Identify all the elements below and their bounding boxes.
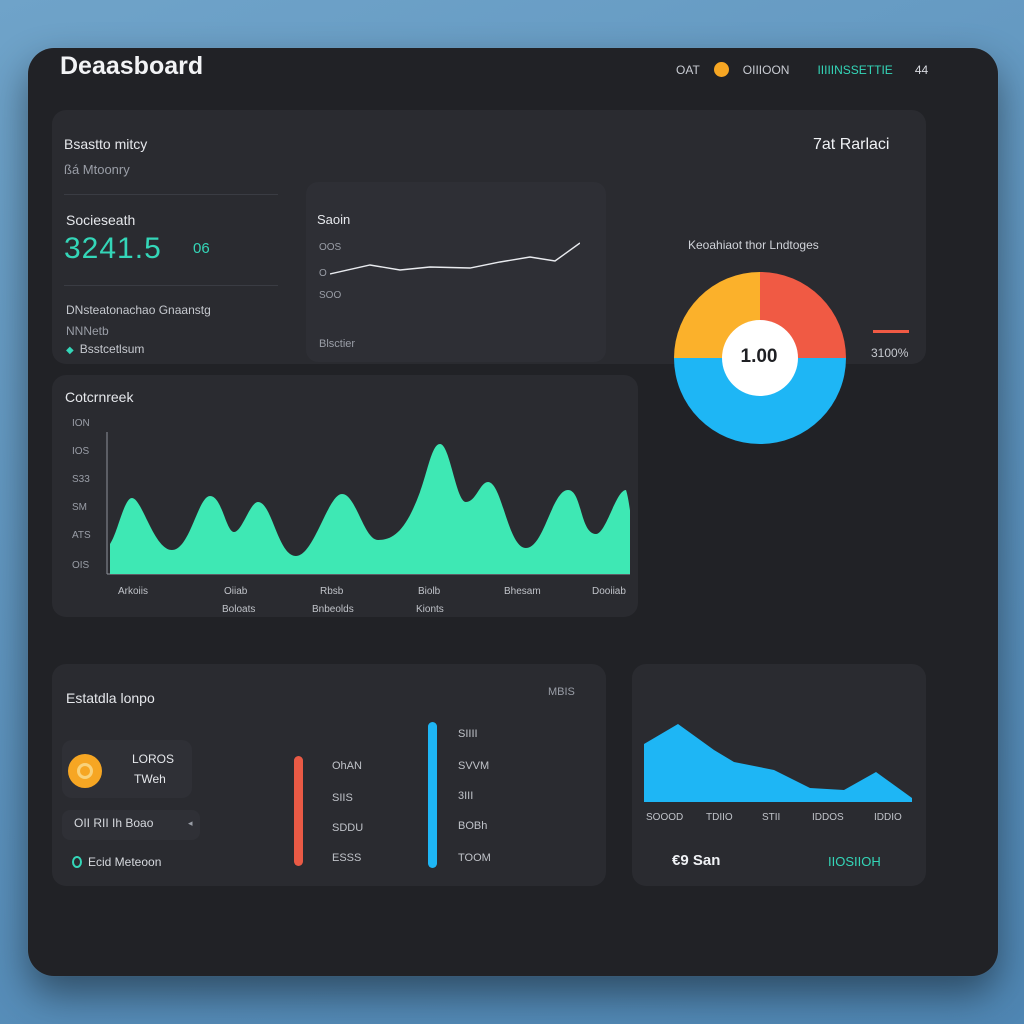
right-panel-heading: 7at Rarlaci (813, 136, 890, 153)
red-bar (294, 756, 303, 866)
right-label-1: SIIII (458, 728, 478, 740)
area-y-label-3: S33 (72, 474, 90, 485)
area-x-label-3: Rbsb (320, 586, 344, 597)
bottom-right-footer-right[interactable]: IIOSIIOH (828, 854, 881, 869)
right-label-4: BOBh (458, 820, 488, 832)
info-row-label: OII RII Ih Boao (74, 816, 154, 830)
pie-title: Keoahiaot thor Lndtoges (688, 238, 819, 252)
mid-label-1: OhAN (332, 760, 362, 772)
coin-icon (68, 754, 102, 788)
line-y-label-2: O (319, 268, 327, 279)
blue-x-label-4: IDDOS (812, 812, 844, 823)
bottom-left-title: Estatdla lonpo (66, 690, 155, 706)
blue-x-label-5: IDDIO (874, 812, 902, 823)
metric-value: 3241.5 (64, 232, 162, 265)
legend-value: 3100% (871, 346, 909, 360)
blue-bar (428, 722, 437, 868)
coin-line-2: TWeh (134, 772, 166, 786)
nav-item-1[interactable]: OAT (676, 62, 700, 77)
area-y-label-1: ION (72, 418, 90, 429)
area-chart-title: Cotcrnreek (65, 389, 134, 405)
area-series (110, 444, 630, 574)
divider (64, 285, 278, 286)
status-dot-icon (72, 856, 82, 868)
line-chart-svg (330, 242, 580, 275)
bottom-left-badge[interactable]: MBIS (548, 686, 575, 698)
area-x-sublabel-3: Kionts (416, 604, 444, 615)
area-x-label-1: Arkoiis (118, 586, 149, 597)
summary-footer-1: DNsteatonachao Gnaanstg (66, 303, 211, 317)
diamond-icon: ◆ (66, 345, 74, 356)
area-chart-svg (106, 432, 630, 575)
legend-swatch-red (873, 330, 909, 333)
blue-x-label-1: SOOOD (646, 812, 684, 823)
summary-footer-3-text: Bsstcetlsum (79, 342, 145, 356)
pie-center-value: 1.00 (740, 346, 778, 367)
top-nav: OAT OIIIOON IIIIINSSETTIE 44 (676, 62, 928, 77)
metric-label: Socieseath (66, 212, 136, 228)
page-title: Deaasboard (60, 52, 204, 80)
pie-chart (674, 272, 846, 444)
bottom-right-footer-left: €9 San (672, 852, 721, 869)
blue-x-label-3: STII (762, 812, 781, 823)
area-x-sublabel-2: Bnbeolds (312, 604, 354, 615)
summary-subheading: ßá Mtoonry (64, 162, 130, 177)
nav-item-2[interactable]: OIIIOON (742, 62, 790, 77)
summary-heading: Bsastto mitcy (64, 136, 148, 152)
area-y-label-5: ATS (72, 530, 91, 541)
nav-item-3[interactable]: IIIIINSSETTIE (817, 62, 893, 77)
summary-footer-2: NNNetb (66, 324, 109, 338)
user-dot-icon[interactable] (713, 62, 729, 77)
chevron-right-icon[interactable]: ◂ (188, 818, 193, 828)
blue-area-svg (644, 724, 912, 802)
divider (64, 194, 278, 195)
summary-footer-3: ◆ Bsstcetlsum (66, 342, 144, 356)
right-label-2: SVVM (458, 760, 490, 772)
right-label-5: TOOM (458, 852, 491, 864)
coin-line-1: LOROS (132, 752, 175, 766)
line-chart-title: Saoin (317, 212, 351, 227)
right-label-3: 3III (458, 790, 474, 802)
status-label: Ecid Meteoon (88, 855, 162, 869)
blue-x-label-2: TDIIO (706, 812, 733, 823)
line-chart-footer: Blsctier (319, 338, 356, 350)
mid-label-3: SDDU (332, 822, 364, 834)
mid-label-2: SIIS (332, 792, 353, 804)
line-series (330, 242, 580, 275)
metric-suffix: 06 (193, 240, 210, 257)
area-x-label-5: Bhesam (504, 586, 541, 597)
area-x-label-2: Oiiab (224, 586, 248, 597)
info-row[interactable] (62, 810, 200, 840)
nav-item-4[interactable]: 44 (914, 62, 929, 77)
area-y-label-2: IOS (72, 446, 90, 457)
area-x-label-4: Biolb (418, 586, 441, 597)
line-y-label-1: OOS (319, 242, 342, 253)
area-y-label-6: OIS (72, 560, 90, 571)
area-x-sublabel-1: Boloats (222, 604, 256, 615)
blue-area-series (644, 724, 912, 802)
area-y-label-4: SM (72, 502, 87, 513)
area-x-label-6: Dooiiab (592, 586, 626, 597)
line-chart-card (306, 182, 606, 362)
pie-slice-blue (674, 358, 846, 444)
mid-label-4: ESSS (332, 852, 362, 864)
line-y-label-3: SOO (319, 290, 342, 301)
